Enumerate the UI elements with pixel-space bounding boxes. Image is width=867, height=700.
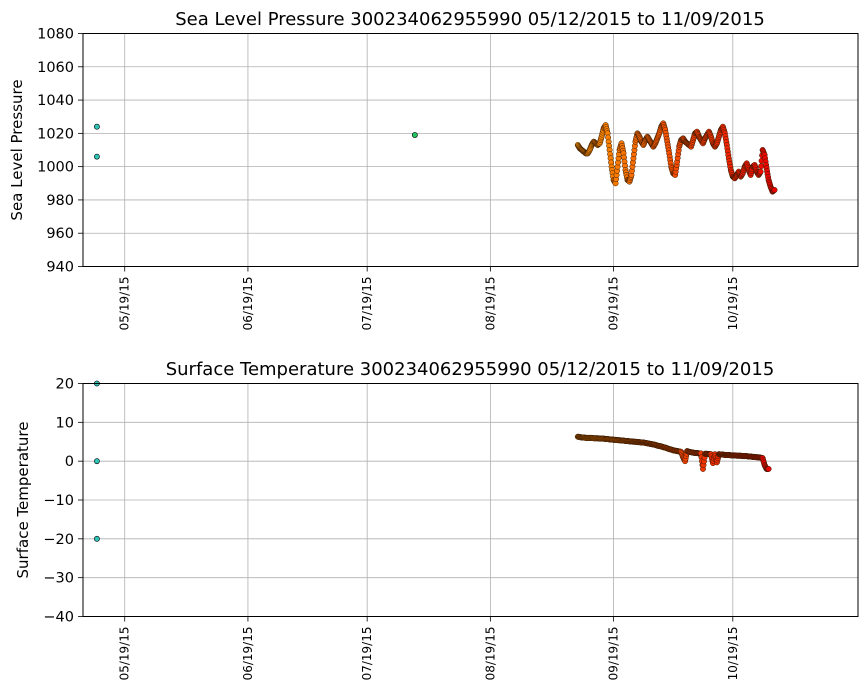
y-tick-label: 20 [56, 377, 74, 393]
outlier-point [94, 123, 100, 130]
x-tick-label: 09/19/15 [607, 277, 621, 331]
x-tick-label: 06/19/15 [241, 627, 255, 681]
series-point [765, 465, 772, 472]
y-tick-label: −20 [43, 532, 74, 548]
y-tick-label: 1020 [37, 126, 74, 142]
y-tick-label: 1060 [37, 60, 74, 76]
outlier-point [94, 535, 100, 542]
series-point [771, 186, 778, 193]
x-tick-label: 09/19/15 [607, 627, 621, 681]
outlier-point [94, 458, 100, 465]
y-tick-label: 1040 [37, 93, 74, 109]
chart-sea-level-pressure: 940 960 980 1000 1020 1040 1060 1080 05/19/15 06/… [8, 9, 859, 331]
y-tick-label: −30 [43, 571, 74, 587]
plot-frame [82, 33, 859, 267]
y-tick-label: 960 [46, 226, 74, 242]
x-tick-label: 10/19/15 [726, 627, 740, 681]
y-tick-label: 940 [46, 260, 74, 276]
chart-title: Sea Level Pressure 300234062955990 05/12… [175, 9, 765, 30]
y-tick-label: 980 [46, 193, 74, 209]
y-tick-label: 1080 [37, 27, 74, 43]
x-tick-label: 08/19/15 [483, 627, 497, 681]
y-tick-label: −10 [43, 493, 74, 509]
x-tick-label: 07/19/15 [360, 627, 374, 681]
y-tick-label: −40 [43, 610, 74, 626]
y-tick-label: 0 [65, 454, 74, 470]
outlier-point [94, 153, 100, 160]
x-tick-label: 08/19/15 [483, 277, 497, 331]
y-axis-label: Surface Temperature [14, 422, 32, 579]
y-axis-label: Sea Level Pressure [8, 79, 26, 220]
y-tick-label: 1000 [37, 160, 74, 176]
x-tick-label: 10/19/15 [726, 277, 740, 331]
x-tick-label: 06/19/15 [241, 277, 255, 331]
x-tick-label: 05/19/15 [118, 627, 132, 681]
x-tick-label: 07/19/15 [360, 277, 374, 331]
series-point [757, 168, 764, 175]
chart-surface-temperature: −40 −30 −20 −10 0 10 20 05/19/15 06/19/15 07/19/1… [14, 359, 859, 681]
chart-title: Surface Temperature 300234062955990 05/1… [166, 359, 775, 380]
series-point [758, 163, 765, 170]
y-tick-label: 10 [56, 415, 74, 431]
outlier-point [411, 132, 418, 138]
x-tick-label: 05/19/15 [118, 277, 132, 331]
